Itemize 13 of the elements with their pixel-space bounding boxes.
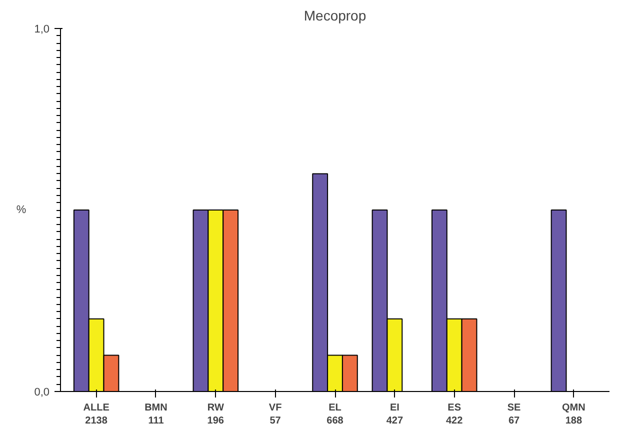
x-tick-label: VF 57 bbox=[268, 402, 282, 427]
y-axis-title: % bbox=[16, 204, 26, 216]
x-tick-label: QMN 188 bbox=[562, 402, 586, 427]
x-tick-label: EL 668 bbox=[326, 402, 344, 427]
x-tick-label: ES 422 bbox=[446, 402, 464, 427]
x-tick-label: EI 427 bbox=[386, 402, 404, 427]
y-tick-label: 1,0 bbox=[34, 24, 50, 36]
x-tick-label: ALLE 2138 bbox=[83, 402, 110, 427]
chart-title: Mecoprop bbox=[304, 8, 366, 24]
y-tick-label: 0,0 bbox=[34, 386, 50, 398]
x-tick-label: SE 67 bbox=[507, 402, 522, 427]
x-tick-label: BMN 111 bbox=[144, 402, 168, 427]
x-tick-label: RW 196 bbox=[207, 402, 224, 427]
